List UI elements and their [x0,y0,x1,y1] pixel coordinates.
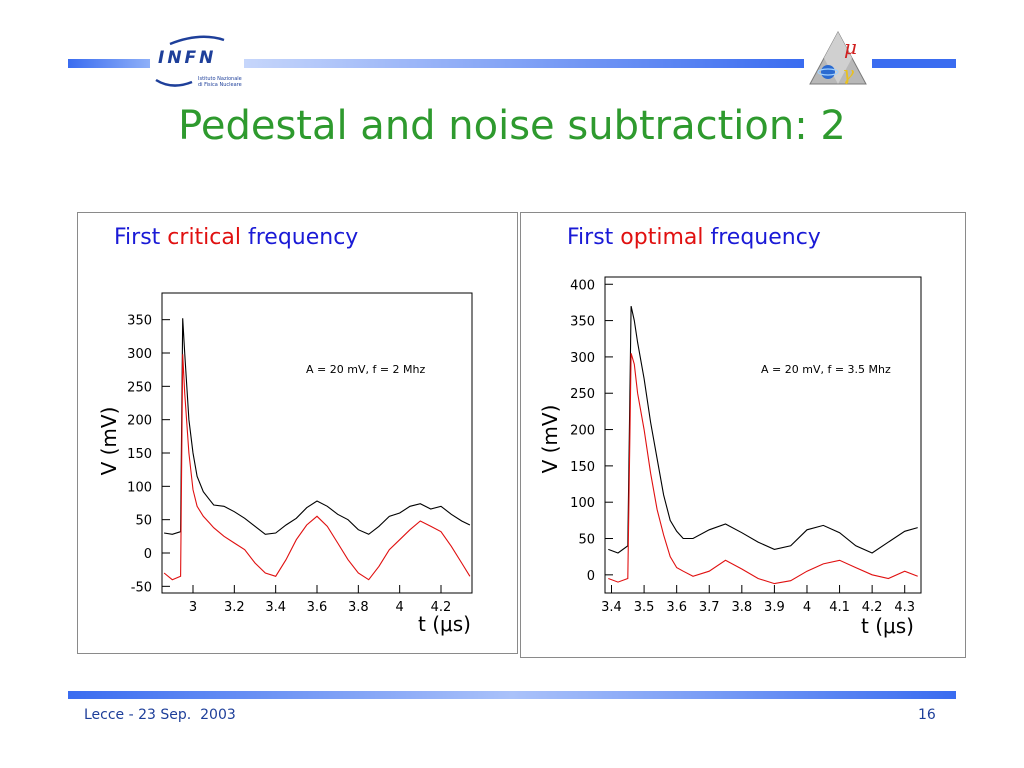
infn-logo: INFN Istituto Nazionale di Fisica Nuclea… [152,30,248,94]
series-line-subtracted [163,354,471,581]
series-line-subtracted [608,353,918,585]
series-line-raw [608,305,918,554]
y-tick-label: 200 [127,414,152,429]
y-tick-label: 200 [570,424,595,439]
x-tick-label: 3.5 [634,600,655,615]
y-tick-label: 250 [570,387,595,402]
page-number: 16 [918,707,936,723]
infn-logo-swoosh [155,35,225,87]
y-tick-label: 150 [570,460,595,475]
panel-caption: First optimal frequency [567,225,821,250]
waveform-plot-critical: -50 0 50 100 150 200 250 300 350 3 3.2 3.4 3.6 3.8 4 4.… [97,292,473,636]
y-tick-label: 300 [570,351,595,366]
x-axis-label: t (μs) [861,614,914,638]
svg-text:μ: μ [844,35,857,59]
x-tick-label: 3.4 [601,600,622,615]
x-tick-label: 3.7 [699,600,720,615]
x-tick-label: 3.6 [307,600,328,615]
panel-caption: First critical frequency [114,225,359,250]
y-tick-label: 100 [127,480,152,495]
plot-panel-optimal: First optimal frequency 0 50 100 150 200 250 3… [520,212,966,658]
infn-logo-text: INFN [158,48,217,68]
caption-highlight: optimal [620,225,704,250]
x-tick-label: 4 [803,600,811,615]
header-bar-right [872,59,956,68]
y-tick-label: 50 [578,533,595,548]
header-bar-left [68,59,150,68]
x-tick-label: 3.8 [348,600,369,615]
mu-gamma-logo: μ γ [806,28,870,88]
y-tick-label: 300 [127,347,152,362]
header-bar-middle [244,59,804,68]
y-axis-label: V (mV) [97,407,121,476]
y-tick-label: 250 [127,380,152,395]
caption-highlight: critical [167,225,241,250]
x-tick-label: 4.2 [431,600,452,615]
x-tick-label: 3 [189,600,197,615]
slide-title: Pedestal and noise subtraction: 2 [178,103,846,149]
plot-frame [604,276,922,594]
infn-logo-subtext: Istituto Nazionale di Fisica Nucleare [198,76,242,88]
y-axis-label: V (mV) [538,405,562,474]
footer-date: Lecce - 23 Sep. 2003 [84,707,236,723]
x-tick-label: 4.3 [894,600,915,615]
plot-annotation: A = 20 mV, f = 3.5 Mhz [761,363,891,376]
waveform-plot-optimal: 0 50 100 150 200 250 300 350 400 3.4 3.5 3.6 3.7 3.8 3… [538,276,922,638]
y-tick-label: 150 [127,447,152,462]
plot-annotation: A = 20 mV, f = 2 Mhz [306,363,426,376]
x-axis-label: t (μs) [418,612,471,636]
x-tick-label: 4.1 [829,600,850,615]
y-tick-label: 350 [127,314,152,329]
footer-bar [68,691,956,699]
x-tick-label: 3.8 [731,600,752,615]
y-tick-label: 0 [144,547,152,562]
plot-frame [161,292,473,594]
x-tick-label: 4 [396,600,404,615]
y-tick-label: 100 [570,496,595,511]
x-tick-label: 3.9 [764,600,785,615]
svg-text:γ: γ [842,61,854,85]
x-tick-label: 3.4 [265,600,286,615]
y-tick-label: 50 [135,514,152,529]
plot-panel-critical: First critical frequency -50 0 50 100 150 200… [77,212,518,654]
y-tick-label: 0 [587,569,595,584]
y-tick-label: 350 [570,315,595,330]
x-tick-label: 3.2 [224,600,245,615]
x-tick-label: 4.2 [862,600,883,615]
y-tick-label: -50 [131,580,152,595]
y-tick-label: 400 [570,278,595,293]
x-tick-label: 3.6 [666,600,687,615]
series-line-raw [164,318,471,535]
